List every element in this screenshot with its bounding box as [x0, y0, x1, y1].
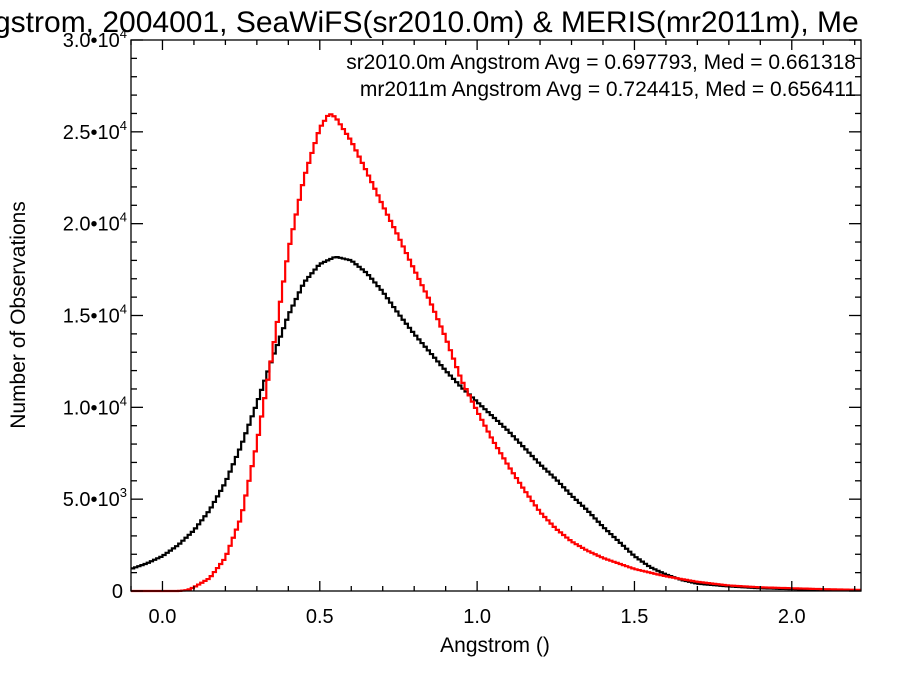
- x-axis-label: Angstrom (): [440, 634, 550, 657]
- y-tick-label: 0: [112, 581, 123, 603]
- y-axis-label: Number of Observations: [7, 201, 30, 429]
- y-tick-label: 2.5•104: [63, 118, 127, 144]
- x-tick-label: 1.5: [621, 606, 649, 628]
- x-axis: 0.0 0.5 1.0 1.5 2.0: [130, 40, 856, 628]
- legend: sr2010.0m Angstrom Avg = 0.697793, Med =…: [346, 51, 856, 101]
- x-tick-label: 0.5: [306, 606, 334, 628]
- y-tick-label: 2.0•104: [63, 210, 127, 236]
- series-line-mr2011m: [131, 113, 861, 593]
- x-tick-label: 2.0: [778, 606, 806, 628]
- plot-frame: [130, 39, 862, 592]
- y-tick-label: 3.0•104: [63, 26, 127, 52]
- chart-title: gstrom, 2004001, SeaWiFS(sr2010.0m) & ME…: [0, 6, 859, 39]
- series-line-sr2010.0m: [131, 255, 861, 592]
- legend-entry-sr2010: sr2010.0m Angstrom Avg = 0.697793, Med =…: [346, 51, 856, 74]
- series-layer: [131, 113, 861, 593]
- x-tick-label: 1.0: [463, 606, 491, 628]
- y-tick-label: 5.0•103: [63, 485, 127, 511]
- y-axis: 0 5.0•103 1.0•104 1.5•104 2.0•104 2.5•104 3.0•…: [63, 26, 861, 603]
- legend-entry-mr2011: mr2011m Angstrom Avg = 0.724415, Med = 0…: [360, 78, 856, 101]
- y-tick-label: 1.5•104: [63, 302, 127, 328]
- x-tick-label: 0.0: [149, 606, 177, 628]
- y-tick-label: 1.0•104: [63, 393, 127, 419]
